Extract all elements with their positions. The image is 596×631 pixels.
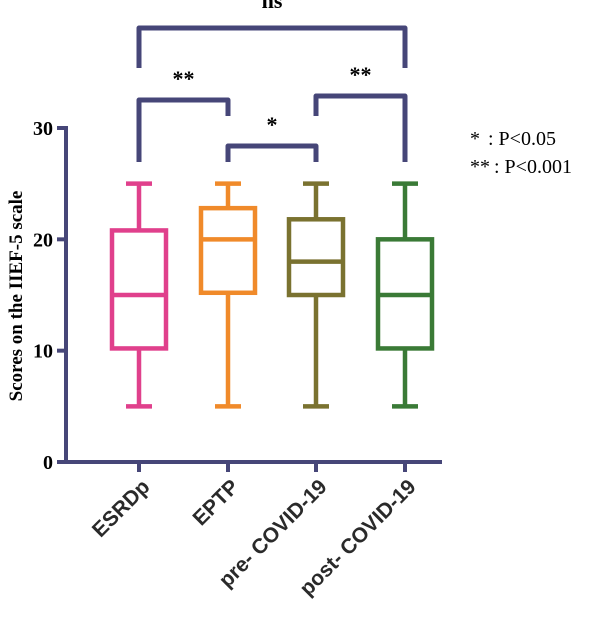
iqr-box — [198, 205, 258, 296]
x-tick-label: ESRDp — [88, 475, 155, 542]
iqr-box — [286, 217, 346, 298]
significance-label: ** — [350, 62, 372, 87]
legend-symbol-2: ** — [470, 156, 490, 178]
box-1 — [109, 181, 169, 409]
x-tick-label: EPTP — [188, 475, 243, 530]
legend-text-2: : P<0.001 — [494, 156, 572, 178]
y-tick-label: 20 — [33, 229, 53, 251]
significance-bracket — [136, 97, 231, 162]
legend: * : P<0.05 ** : P<0.001 — [470, 128, 572, 178]
legend-text-1: : P<0.05 — [488, 128, 556, 150]
box-3 — [286, 181, 346, 409]
y-tick-label: 30 — [33, 118, 53, 140]
significance-label: ns — [262, 0, 283, 13]
y-tick-label: 0 — [43, 452, 53, 474]
significance-bracket — [225, 143, 319, 162]
y-axis-label: Scores on the IIEF-5 scale — [6, 191, 27, 402]
significance-label: ** — [173, 66, 195, 91]
significance-bracket — [313, 93, 408, 162]
y-tick-label: 10 — [33, 341, 53, 363]
iqr-box — [109, 228, 169, 351]
significance-label: * — [267, 112, 278, 137]
box-4 — [375, 181, 435, 409]
significance-bracket — [136, 25, 408, 68]
legend-symbol-1: * — [470, 128, 480, 150]
box-2 — [198, 181, 258, 409]
